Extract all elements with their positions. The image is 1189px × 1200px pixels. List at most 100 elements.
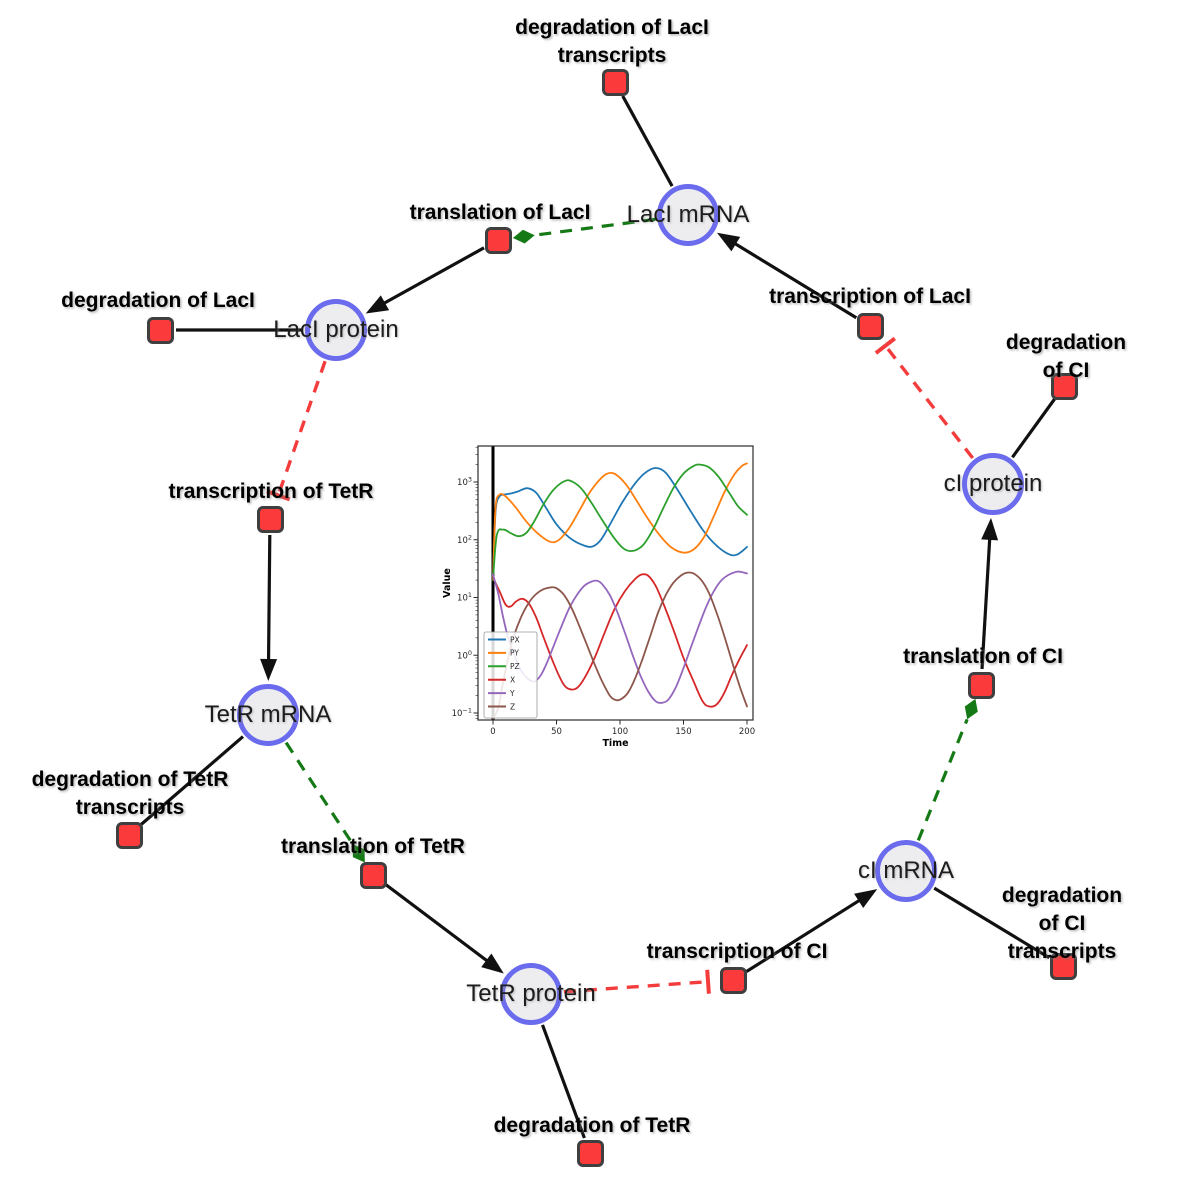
reaction-label-degradation-of-tetr-transcripts: degradation of TetR transcripts <box>31 768 229 819</box>
reaction-node-transcription-of-ci[interactable] <box>719 966 747 994</box>
x-tick-label: 50 <box>551 727 562 737</box>
species-node-laci-protein[interactable] <box>305 299 367 361</box>
reaction-node-degradation-of-tetr-transcripts[interactable] <box>115 821 143 849</box>
legend-label-PX: PX <box>510 635 520 644</box>
species-node-tetr-mrna[interactable] <box>237 684 299 746</box>
edge-tetr-protein--degradation-of-tetr <box>540 1024 586 1139</box>
species-label-ci-protein: cI protein <box>943 470 1043 497</box>
diamond-arrowhead-icon <box>512 229 535 244</box>
inhibition-tee-icon <box>705 969 711 994</box>
inhibition-line <box>884 344 975 460</box>
reaction-node-degradation-of-ci[interactable] <box>1050 372 1078 400</box>
reaction-node-translation-of-ci[interactable] <box>967 671 995 699</box>
x-tick-label: 200 <box>739 727 755 737</box>
diamond-arrowhead-icon <box>964 698 978 720</box>
x-tick-label: 150 <box>675 727 691 737</box>
arrowhead-icon <box>481 953 504 974</box>
product-line <box>745 896 865 973</box>
arrowhead-icon <box>854 889 878 908</box>
edge-laci-protein--transcription-of-tetr <box>266 360 327 502</box>
product-line <box>980 533 992 670</box>
arrowhead-icon <box>981 517 999 541</box>
species-node-ci-protein[interactable] <box>962 453 1024 515</box>
species-label-ci-mrna: cI mRNA <box>858 857 954 884</box>
arrowhead-icon <box>260 658 278 681</box>
inhibition-line <box>276 360 327 496</box>
reaction-label-translation-of-ci: translation of CI <box>903 645 1063 668</box>
reaction-label-translation-of-laci: translation of LacI <box>409 201 591 224</box>
legend-label-PY: PY <box>510 649 519 658</box>
plot-border <box>477 445 754 721</box>
product-line <box>729 239 858 320</box>
edge-translation-of-tetr--tetr-protein <box>384 883 504 974</box>
reaction-label-degradation-of-ci-transcripts: degradation of CI transcripts <box>1001 884 1123 963</box>
species-label-tetr-protein: TetR protein <box>466 980 596 1007</box>
y-axis-label: Value <box>442 568 453 598</box>
edge-transcription-of-tetr--tetr-mrna <box>260 534 278 681</box>
reaction-label-transcription-of-ci: transcription of CI <box>646 940 828 963</box>
edge-tetr-protein--transcription-of-ci <box>563 969 711 994</box>
reaction-label-degradation-of-ci: degradation of CI <box>1005 331 1127 382</box>
chart-series-Z <box>492 571 748 720</box>
reaction-node-translation-of-laci[interactable] <box>484 226 512 254</box>
reaction-label-degradation-of-laci-transcripts: degradation of LacI transcripts <box>515 16 709 67</box>
edge-tetr-mrna--translation-of-tetr <box>284 741 365 863</box>
edge-transcription-of-laci--laci-mrna <box>717 232 858 320</box>
edge-transcription-of-ci--ci-mrna <box>745 889 878 973</box>
x-axis-label: Time <box>602 738 628 749</box>
species-label-laci-mrna: LacI mRNA <box>626 201 750 228</box>
reactant-line <box>933 886 1051 960</box>
reactant-line <box>1011 398 1056 459</box>
species-label-laci-protein: LacI protein <box>273 316 399 343</box>
reaction-label-degradation-of-laci: degradation of LacI <box>61 289 255 312</box>
reaction-label-translation-of-tetr: translation of TetR <box>281 835 465 858</box>
product-line <box>384 883 493 966</box>
legend-label-Y: Y <box>509 689 515 698</box>
reaction-node-translation-of-tetr[interactable] <box>359 861 387 889</box>
chart-legend: PX PY PZ XYZ <box>483 631 538 719</box>
species-node-ci-mrna[interactable] <box>875 840 937 902</box>
reaction-label-transcription-of-tetr: transcription of TetR <box>168 480 374 503</box>
product-line <box>266 534 272 666</box>
chart-series-PZ <box>492 463 748 581</box>
reaction-label-degradation-of-tetr: degradation of TetR <box>493 1114 691 1137</box>
arrowhead-icon <box>717 232 741 252</box>
edge-translation-of-ci--ci-protein <box>980 517 999 670</box>
edge-tetr-mrna--degradation-of-tetr-transcripts <box>140 735 245 826</box>
inhibition-tee-icon <box>874 336 897 355</box>
reaction-node-degradation-of-tetr[interactable] <box>576 1139 604 1167</box>
reactant-line <box>140 735 245 826</box>
edge-ci-protein--degradation-of-ci <box>1011 398 1056 459</box>
species-label-tetr-mrna: TetR mRNA <box>204 701 332 728</box>
product-line <box>378 246 485 308</box>
reaction-node-transcription-of-tetr[interactable] <box>256 505 284 533</box>
x-tick-label: 0 <box>490 727 495 737</box>
chart-series-PY <box>492 462 748 581</box>
species-node-laci-mrna[interactable] <box>657 184 719 246</box>
inhibition-tee-icon <box>266 489 291 502</box>
reaction-label-transcription-of-laci: transcription of LacI <box>769 285 971 308</box>
modifier-line <box>916 718 969 841</box>
inhibition-line <box>563 980 709 994</box>
reaction-node-degradation-of-laci[interactable] <box>146 316 174 344</box>
legend-label-X: X <box>510 676 515 685</box>
x-tick-label: 100 <box>612 727 628 737</box>
edge-ci-protein--transcription-of-laci <box>874 336 975 460</box>
reactant-line <box>621 95 674 187</box>
edge-ci-mrna--translation-of-ci <box>916 698 978 841</box>
edge-translation-of-laci--laci-protein <box>365 246 485 314</box>
reactant-line <box>540 1024 586 1139</box>
reaction-node-degradation-of-laci-transcripts[interactable] <box>601 68 629 96</box>
reaction-node-degradation-of-ci-transcripts[interactable] <box>1049 952 1077 980</box>
chart-series-PX <box>492 467 748 581</box>
arrowhead-icon <box>365 295 390 314</box>
edge-ci-mrna--degradation-of-ci-transcripts <box>933 886 1051 960</box>
species-node-tetr-protein[interactable] <box>500 963 562 1025</box>
reaction-node-transcription-of-laci[interactable] <box>856 312 884 340</box>
edge-laci-mrna--translation-of-laci <box>512 217 656 244</box>
edge-laci-mrna--degradation-of-laci-transcripts <box>621 95 674 187</box>
